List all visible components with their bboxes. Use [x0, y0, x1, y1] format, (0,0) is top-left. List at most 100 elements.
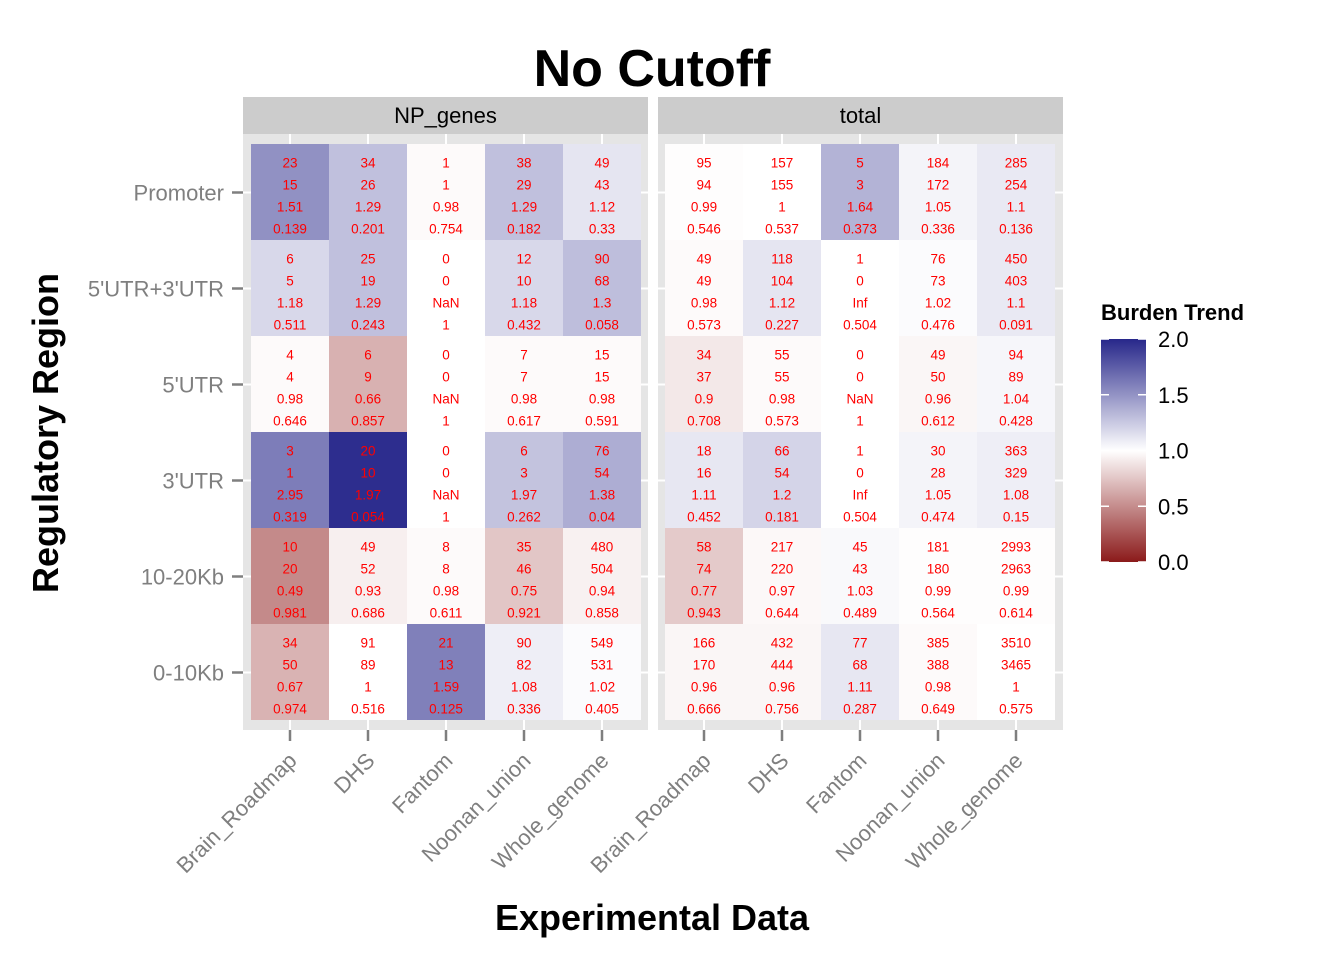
cell-label: 3465 [1001, 658, 1031, 673]
cell-label: 2963 [1001, 562, 1031, 577]
x-tick-label: Fantom [801, 748, 871, 818]
cell-label: 6 [364, 348, 372, 363]
cell-label: 0 [856, 274, 864, 289]
cell-label: 385 [927, 636, 950, 651]
cell-label: 55 [774, 370, 789, 385]
y-tick-label: 5'UTR+3'UTR [88, 277, 224, 302]
heatmap-cell [563, 336, 641, 432]
cell-label: 2993 [1001, 540, 1031, 555]
cell-label: 0.15 [1003, 510, 1029, 525]
heatmap-cell [329, 144, 407, 240]
cell-label: 0.04 [589, 510, 616, 525]
cell-label: 1.11 [691, 488, 716, 503]
cell-label: 74 [696, 562, 712, 577]
cell-label: 89 [1008, 370, 1023, 385]
cell-label: 1.08 [511, 680, 537, 695]
cell-label: 172 [927, 178, 950, 193]
cell-label: 0.686 [351, 606, 385, 621]
cell-label: 15 [282, 178, 297, 193]
cell-label: 1.03 [847, 584, 873, 599]
heatmap-cell [407, 336, 485, 432]
cell-label: 285 [1005, 156, 1028, 171]
cell-label: 20 [360, 444, 375, 459]
cell-label: 4 [286, 370, 294, 385]
cell-label: 0.054 [351, 510, 385, 525]
cell-label: 0.857 [351, 414, 385, 429]
cell-label: 38 [516, 156, 531, 171]
cell-label: 388 [927, 658, 950, 673]
heatmap-cell [977, 528, 1055, 624]
cell-label: 0 [442, 274, 450, 289]
cell-label: 5 [856, 156, 864, 171]
cell-label: 0.504 [843, 510, 877, 525]
cell-label: 1.29 [355, 200, 381, 215]
cell-label: 2.95 [277, 488, 303, 503]
heatmap-cell [563, 528, 641, 624]
cell-label: 170 [693, 658, 716, 673]
cell-label: 89 [360, 658, 375, 673]
cell-label: 403 [1005, 274, 1028, 289]
heatmap-cell [821, 240, 899, 336]
cell-label: 1 [442, 510, 450, 525]
cell-label: 34 [282, 636, 298, 651]
cell-label: 1.1 [1007, 296, 1026, 311]
cell-label: 0.666 [687, 702, 721, 717]
cell-label: 8 [442, 540, 450, 555]
cell-label: 54 [594, 466, 610, 481]
cell-label: 7 [520, 348, 528, 363]
heatmap-cell [743, 144, 821, 240]
cell-label: 0.974 [273, 702, 307, 717]
cell-label: 0.98 [511, 392, 537, 407]
heatmap-cell [743, 432, 821, 528]
cell-label: 58 [696, 540, 711, 555]
heatmap-cell [329, 336, 407, 432]
cell-label: 450 [1005, 252, 1028, 267]
y-tick-label: 3'UTR [162, 469, 224, 494]
cell-label: 0.98 [277, 392, 303, 407]
cell-label: 480 [591, 540, 614, 555]
cell-label: 95 [696, 156, 711, 171]
cell-label: 0.136 [999, 222, 1033, 237]
heatmap-cell [329, 528, 407, 624]
cell-label: 5 [286, 274, 294, 289]
cell-label: 181 [927, 540, 950, 555]
cell-label: 0.858 [585, 606, 619, 621]
heatmap-cell [821, 336, 899, 432]
chart-title: No Cutoff [534, 40, 771, 98]
cell-label: 0.227 [765, 318, 799, 333]
cell-label: 4 [286, 348, 294, 363]
cell-label: 0.644 [765, 606, 799, 621]
heatmap-cell [251, 624, 329, 720]
cell-label: 0 [442, 444, 450, 459]
heatmap-cell [665, 144, 743, 240]
heatmap-cell [743, 624, 821, 720]
facet-panel-total: total95940.990.54615715510.537531.640.37… [585, 97, 1063, 878]
cell-label: 217 [771, 540, 794, 555]
cell-label: 13 [438, 658, 453, 673]
cell-label: 0 [442, 252, 450, 267]
cell-label: 19 [360, 274, 375, 289]
cell-label: 10 [360, 466, 375, 481]
cell-label: 0.617 [507, 414, 541, 429]
cell-label: 1.64 [847, 200, 874, 215]
cell-label: 94 [1008, 348, 1024, 363]
cell-label: 1.1 [1007, 200, 1026, 215]
heatmap-cell [485, 432, 563, 528]
cell-label: 6 [286, 252, 294, 267]
facet-strip-label: total [840, 103, 882, 128]
cell-label: 1.12 [589, 200, 615, 215]
cell-label: 0.591 [585, 414, 619, 429]
heatmap-cell [899, 432, 977, 528]
cell-label: 9 [364, 370, 372, 385]
cell-label: 0.99 [691, 200, 717, 215]
heatmap-cell [485, 336, 563, 432]
heatmap-cell [407, 528, 485, 624]
cell-label: 0 [856, 466, 864, 481]
cell-label: 0.97 [769, 584, 795, 599]
heatmap-cell [407, 240, 485, 336]
cell-label: 26 [360, 178, 375, 193]
cell-label: 68 [852, 658, 867, 673]
cell-label: 1 [1012, 680, 1020, 695]
heatmap-cell [251, 240, 329, 336]
heatmap-cell [485, 528, 563, 624]
